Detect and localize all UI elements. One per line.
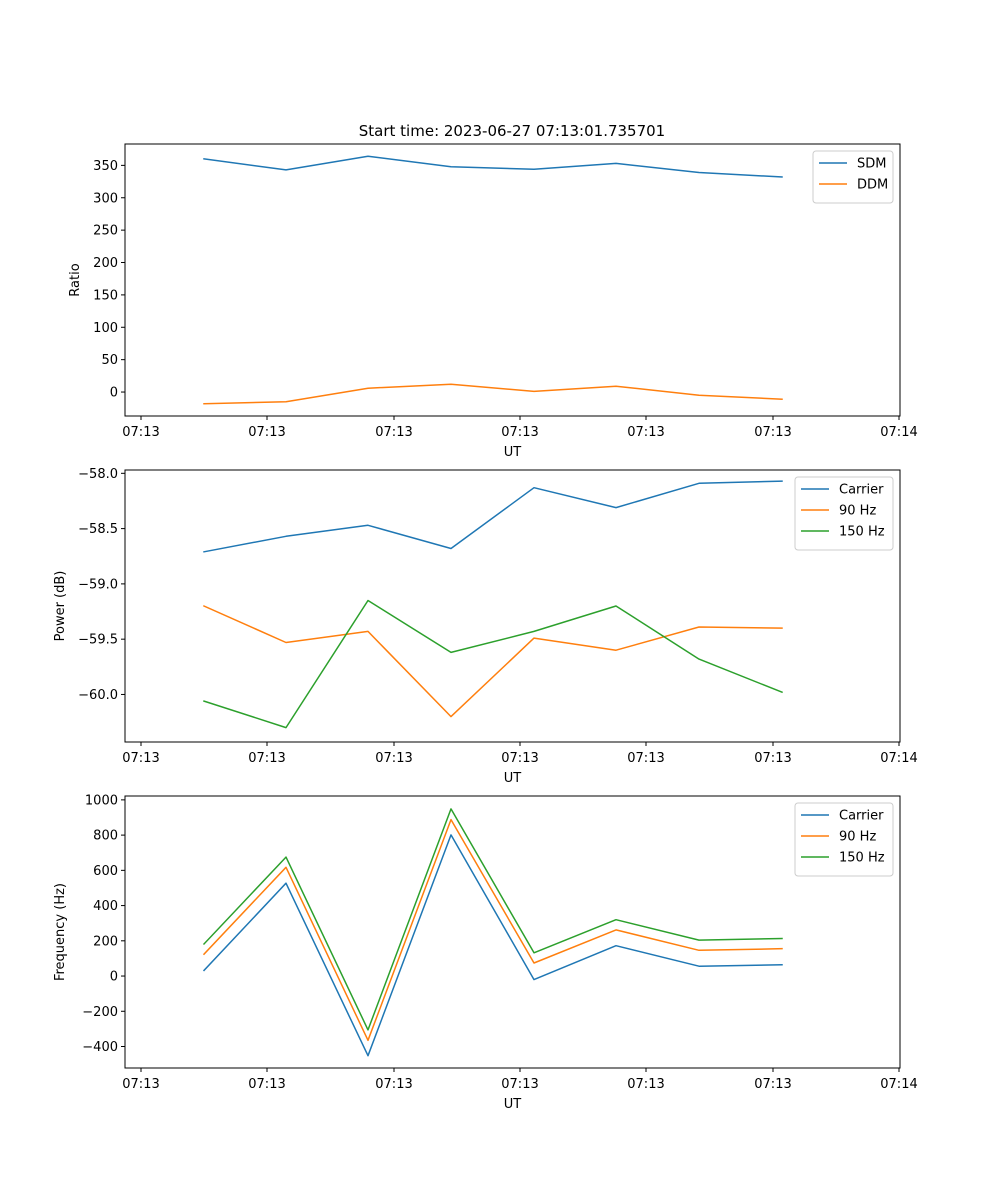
legend-label: Carrier xyxy=(839,809,884,824)
series-line-ddm xyxy=(203,383,783,405)
y-tick-label: 350 xyxy=(93,159,118,174)
y-tick-label: −400 xyxy=(82,1040,118,1055)
series-line-carrier xyxy=(202,834,783,1057)
y-tick-label: −60.0 xyxy=(78,688,118,703)
y-tick-label: −58.0 xyxy=(78,467,118,482)
chart-panel-ratio: 07:13 07:13 07:13 07:13 07:13 07:13 07:14 0 50 10… xyxy=(68,143,918,460)
y-tick-label: 600 xyxy=(93,864,118,879)
x-tick-label: 07:13 xyxy=(754,425,791,440)
x-tick-label: 07:13 xyxy=(248,1077,285,1092)
y-tick-label: 200 xyxy=(93,934,118,949)
chart-panel-power: 07:13 07:13 07:13 07:13 07:13 07:13 07:14 −60.0… xyxy=(53,467,918,786)
axes-frame xyxy=(124,143,901,417)
x-tick-label: 07:14 xyxy=(880,425,917,440)
legend: SDM DDM xyxy=(812,150,894,204)
y-tick-label: 1000 xyxy=(85,793,118,808)
x-tick-label: 07:13 xyxy=(627,1077,664,1092)
x-axis-label: UT xyxy=(504,1097,522,1112)
series-line-carrier xyxy=(203,480,783,553)
x-tick-label: 07:13 xyxy=(754,1077,791,1092)
y-tick-label: 100 xyxy=(93,321,118,336)
series-line-150-hz xyxy=(202,808,783,1031)
x-tick-label: 07:13 xyxy=(627,751,664,766)
y-tick-label: 200 xyxy=(93,256,118,271)
y-axis-label: Power (dB) xyxy=(53,571,68,642)
x-tick-label: 07:13 xyxy=(248,751,285,766)
x-tick-label: 07:13 xyxy=(627,425,664,440)
x-tick-label: 07:13 xyxy=(248,425,285,440)
x-tick-label: 07:13 xyxy=(501,1077,538,1092)
legend-label: 90 Hz xyxy=(839,504,876,519)
chart-panel-frequency: 07:13 07:13 07:13 07:13 07:13 07:13 07:14 −400 −… xyxy=(53,793,918,1112)
axes-frame xyxy=(124,469,901,743)
y-tick-label: −58.5 xyxy=(78,522,118,537)
y-tick-label: 150 xyxy=(93,288,118,303)
legend: Carrier 90 Hz 150 Hz xyxy=(794,802,894,877)
x-tick-label: 07:14 xyxy=(880,1077,917,1092)
y-axis-label: Ratio xyxy=(68,263,83,296)
x-tick-label: 07:13 xyxy=(501,751,538,766)
x-tick-label: 07:14 xyxy=(880,751,917,766)
figure-title: Start time: 2023-06-27 07:13:01.735701 xyxy=(359,122,665,140)
x-tick-label: 07:13 xyxy=(501,425,538,440)
y-tick-label: −59.0 xyxy=(78,577,118,592)
y-tick-label: 0 xyxy=(110,386,118,401)
y-tick-label: −59.5 xyxy=(78,633,118,648)
series-line-sdm xyxy=(203,155,783,178)
x-tick-label: 07:13 xyxy=(375,425,412,440)
y-tick-label: 250 xyxy=(93,224,118,239)
legend-label: SDM xyxy=(857,157,886,172)
legend-label: 90 Hz xyxy=(839,830,876,845)
series-line-150-hz xyxy=(203,599,783,729)
legend-label: 150 Hz xyxy=(839,525,885,540)
y-tick-label: 50 xyxy=(101,353,118,368)
x-tick-label: 07:13 xyxy=(375,751,412,766)
x-tick-label: 07:13 xyxy=(122,751,159,766)
y-tick-label: 300 xyxy=(93,191,118,206)
y-tick-label: 0 xyxy=(110,970,118,985)
y-tick-label: 400 xyxy=(93,899,118,914)
y-tick-label: −200 xyxy=(82,1005,118,1020)
legend-label: 150 Hz xyxy=(839,851,885,866)
x-axis-label: UT xyxy=(504,771,522,786)
x-tick-label: 07:13 xyxy=(122,425,159,440)
series-line-90-hz xyxy=(203,605,783,718)
x-axis-label: UT xyxy=(504,445,522,460)
y-axis-label: Frequency (Hz) xyxy=(53,883,68,981)
x-tick-label: 07:13 xyxy=(375,1077,412,1092)
x-tick-label: 07:13 xyxy=(754,751,791,766)
x-tick-label: 07:13 xyxy=(122,1077,159,1092)
legend-frame xyxy=(812,150,894,204)
axes-frame xyxy=(124,795,901,1069)
chart-panels: 07:13 07:13 07:13 07:13 07:13 07:13 07:14 0 50 10… xyxy=(53,143,918,1112)
legend: Carrier 90 Hz 150 Hz xyxy=(794,476,894,551)
y-tick-label: 800 xyxy=(93,829,118,844)
series-line-90-hz xyxy=(202,818,783,1042)
legend-label: DDM xyxy=(857,178,888,193)
legend-label: Carrier xyxy=(839,483,884,498)
